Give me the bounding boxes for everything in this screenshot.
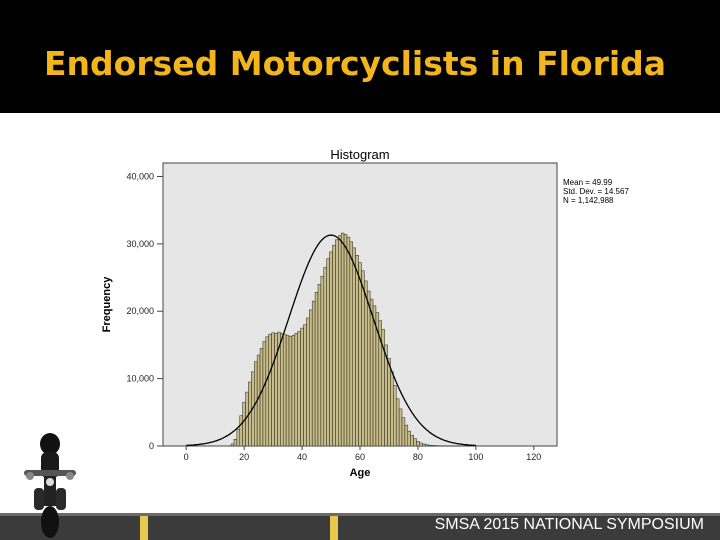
histogram-bar — [297, 331, 301, 447]
histogram-chart: Histogram 0 10,000 20,000 30,000 40,000 0 20 40 6… — [95, 145, 660, 480]
histogram-bar — [323, 267, 327, 447]
histogram-bar — [309, 309, 313, 447]
histogram-bar — [395, 398, 400, 447]
histogram-bar — [233, 439, 238, 447]
histogram-bar — [424, 444, 429, 447]
y-axis-label: Frequency — [101, 276, 113, 333]
histogram-bar — [285, 335, 290, 447]
normal-curve — [186, 234, 476, 447]
histogram-svg: Histogram 0 10,000 20,000 30,000 40,000 0 20 40 6… — [101, 147, 629, 479]
histogram-bar — [338, 235, 342, 447]
x-tick-label: 40 — [297, 452, 307, 462]
y-tick-label: 0 — [149, 441, 154, 451]
histogram-bar — [401, 417, 406, 447]
histogram-bar — [335, 239, 339, 447]
histogram-bar — [262, 341, 267, 447]
histogram-bar — [300, 327, 304, 447]
histogram-bar — [274, 333, 278, 447]
histogram-bar — [291, 335, 296, 447]
road-strip — [0, 513, 720, 540]
histogram-bar — [326, 258, 330, 447]
x-tick-label: 20 — [239, 452, 249, 462]
histogram-bar — [390, 371, 394, 447]
histogram-bar — [387, 358, 391, 447]
histogram-bar — [369, 298, 374, 447]
stats-line: N = 1,142,988 — [563, 196, 614, 205]
histogram-bar — [268, 333, 272, 447]
histogram-bar — [352, 247, 356, 447]
footer-text: SMSA 2015 NATIONAL SYMPOSIUM — [434, 516, 704, 533]
motorcyclist-icon — [24, 433, 76, 538]
histogram-bar — [311, 300, 316, 447]
histogram-bar — [271, 332, 275, 447]
histogram-bar — [236, 428, 241, 447]
histogram-bar — [427, 444, 432, 447]
slide-title: Endorsed Motorcyclists in Florida — [44, 44, 667, 83]
lane-marking — [140, 516, 148, 540]
histogram-bar — [410, 434, 414, 447]
histogram-bar — [407, 430, 411, 447]
stats-line: Std. Dev. = 14.567 — [563, 187, 629, 196]
x-axis-label: Age — [350, 467, 371, 479]
histogram-bar — [398, 408, 403, 447]
y-tick-label: 30,000 — [126, 239, 154, 249]
histogram-bar — [404, 424, 409, 447]
histogram-bar — [294, 333, 298, 447]
histogram-bar — [346, 236, 351, 447]
histogram-bar — [320, 275, 325, 447]
histogram-bar — [280, 333, 284, 447]
histogram-bar — [361, 270, 365, 447]
histogram-bar — [317, 284, 322, 447]
histogram-bar — [265, 336, 269, 447]
y-tick-label: 20,000 — [126, 306, 154, 316]
histogram-bar — [430, 445, 435, 447]
x-tick-label: 60 — [355, 452, 365, 462]
x-tick-label: 0 — [184, 452, 189, 462]
histogram-bar — [364, 280, 368, 447]
histogram-bar — [416, 441, 420, 447]
histogram-bar — [349, 241, 354, 447]
histogram-bar — [419, 442, 423, 447]
histogram-bar — [355, 255, 359, 447]
x-tick-label: 100 — [468, 452, 483, 462]
histogram-bar — [358, 262, 362, 447]
histogram-bar — [366, 290, 371, 447]
histogram-bar — [393, 385, 397, 447]
y-tick-label: 10,000 — [126, 374, 154, 384]
y-tick-label: 40,000 — [126, 171, 154, 181]
histogram-bar — [343, 234, 348, 447]
lane-marking — [330, 516, 338, 540]
histogram-bar — [239, 415, 243, 447]
histogram-bar — [413, 438, 417, 447]
histogram-bar — [259, 348, 264, 447]
histogram-bar — [329, 251, 333, 447]
histogram-bar — [332, 244, 336, 447]
x-tick-label: 80 — [413, 452, 423, 462]
histogram-bar — [242, 401, 246, 447]
histogram-bar — [230, 443, 235, 447]
histogram-bar — [288, 335, 293, 447]
histogram-bar — [282, 333, 287, 447]
histogram-bar — [422, 443, 426, 447]
x-tick-label: 120 — [526, 452, 541, 462]
histogram-bar — [340, 232, 345, 447]
stats-line: Mean = 49.99 — [563, 178, 613, 187]
histogram-bar — [303, 324, 307, 447]
histogram-bar — [314, 292, 319, 447]
title-bar — [0, 0, 720, 113]
histogram-bar — [306, 317, 310, 447]
road-edge — [0, 513, 720, 516]
chart-title: Histogram — [330, 147, 389, 162]
